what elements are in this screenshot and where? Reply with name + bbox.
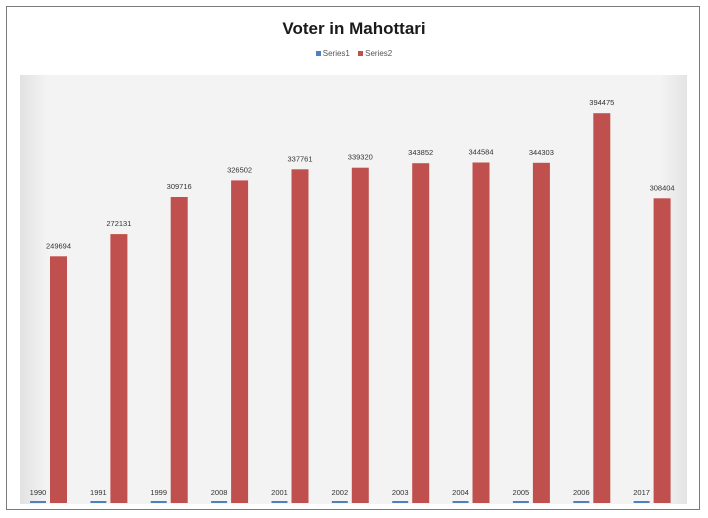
chart-title: Voter in Mahottari xyxy=(282,19,426,38)
bar-series1-3 xyxy=(211,501,228,503)
data-label-series2-8: 344303 xyxy=(529,148,554,157)
bar-series1-2 xyxy=(150,501,167,503)
bar-series1-4 xyxy=(271,501,288,503)
bar-series1-7 xyxy=(452,501,469,503)
data-label-series2-3: 326502 xyxy=(227,165,252,174)
data-label-series2-2: 309716 xyxy=(167,182,192,191)
bar-series2-3 xyxy=(231,180,249,503)
bar-series1-9 xyxy=(573,501,590,503)
data-label-series1-1: 1991 xyxy=(90,488,107,497)
data-label-series1-2: 1999 xyxy=(150,488,167,497)
bar-series2-10 xyxy=(653,198,671,504)
legend-swatch-series1 xyxy=(315,51,321,57)
data-label-series1-6: 2003 xyxy=(392,488,409,497)
legend-item-series1: Series1 xyxy=(315,49,350,58)
bar-series1-6 xyxy=(392,501,409,503)
bar-series1-8 xyxy=(512,501,529,503)
data-label-series1-3: 2008 xyxy=(211,488,228,497)
bar-series2-6 xyxy=(412,163,430,503)
bar-series1-5 xyxy=(331,501,348,503)
data-label-series1-0: 1990 xyxy=(30,488,47,497)
bar-series2-4 xyxy=(291,169,309,504)
legend-item-series2: Series2 xyxy=(358,49,392,58)
data-label-series2-5: 339320 xyxy=(348,153,373,162)
bar-series2-9 xyxy=(593,113,611,503)
data-label-series1-4: 2001 xyxy=(271,488,288,497)
legend-swatch-series2 xyxy=(358,51,364,57)
data-label-series1-5: 2002 xyxy=(331,488,348,497)
data-label-series2-6: 343852 xyxy=(408,148,433,157)
data-label-series2-10: 308404 xyxy=(650,183,675,192)
data-label-series1-9: 2006 xyxy=(573,488,590,497)
data-label-series2-7: 344584 xyxy=(468,148,493,157)
bar-series1-1 xyxy=(90,501,107,503)
data-label-series1-8: 2005 xyxy=(513,488,530,497)
legend-label-series1: Series1 xyxy=(322,49,350,58)
bar-series1-10 xyxy=(633,501,650,503)
data-label-series1-10: 2017 xyxy=(633,488,650,497)
bar-series2-0 xyxy=(50,256,67,503)
data-label-series2-1: 272131 xyxy=(106,219,131,228)
data-label-series1-7: 2004 xyxy=(452,488,469,497)
data-label-series2-4: 337761 xyxy=(287,154,312,163)
legend: Series1 Series2 xyxy=(7,49,701,58)
bar-series2-8 xyxy=(532,162,550,504)
bar-series2-1 xyxy=(110,234,128,503)
data-label-series2-0: 249694 xyxy=(46,241,71,250)
legend-label-series2: Series2 xyxy=(365,49,393,58)
bar-series2-7 xyxy=(472,162,490,503)
bar-series1-0 xyxy=(30,501,46,503)
bar-series2-5 xyxy=(351,167,369,503)
data-label-series2-9: 394475 xyxy=(589,98,614,107)
bar-series2-2 xyxy=(170,197,188,503)
